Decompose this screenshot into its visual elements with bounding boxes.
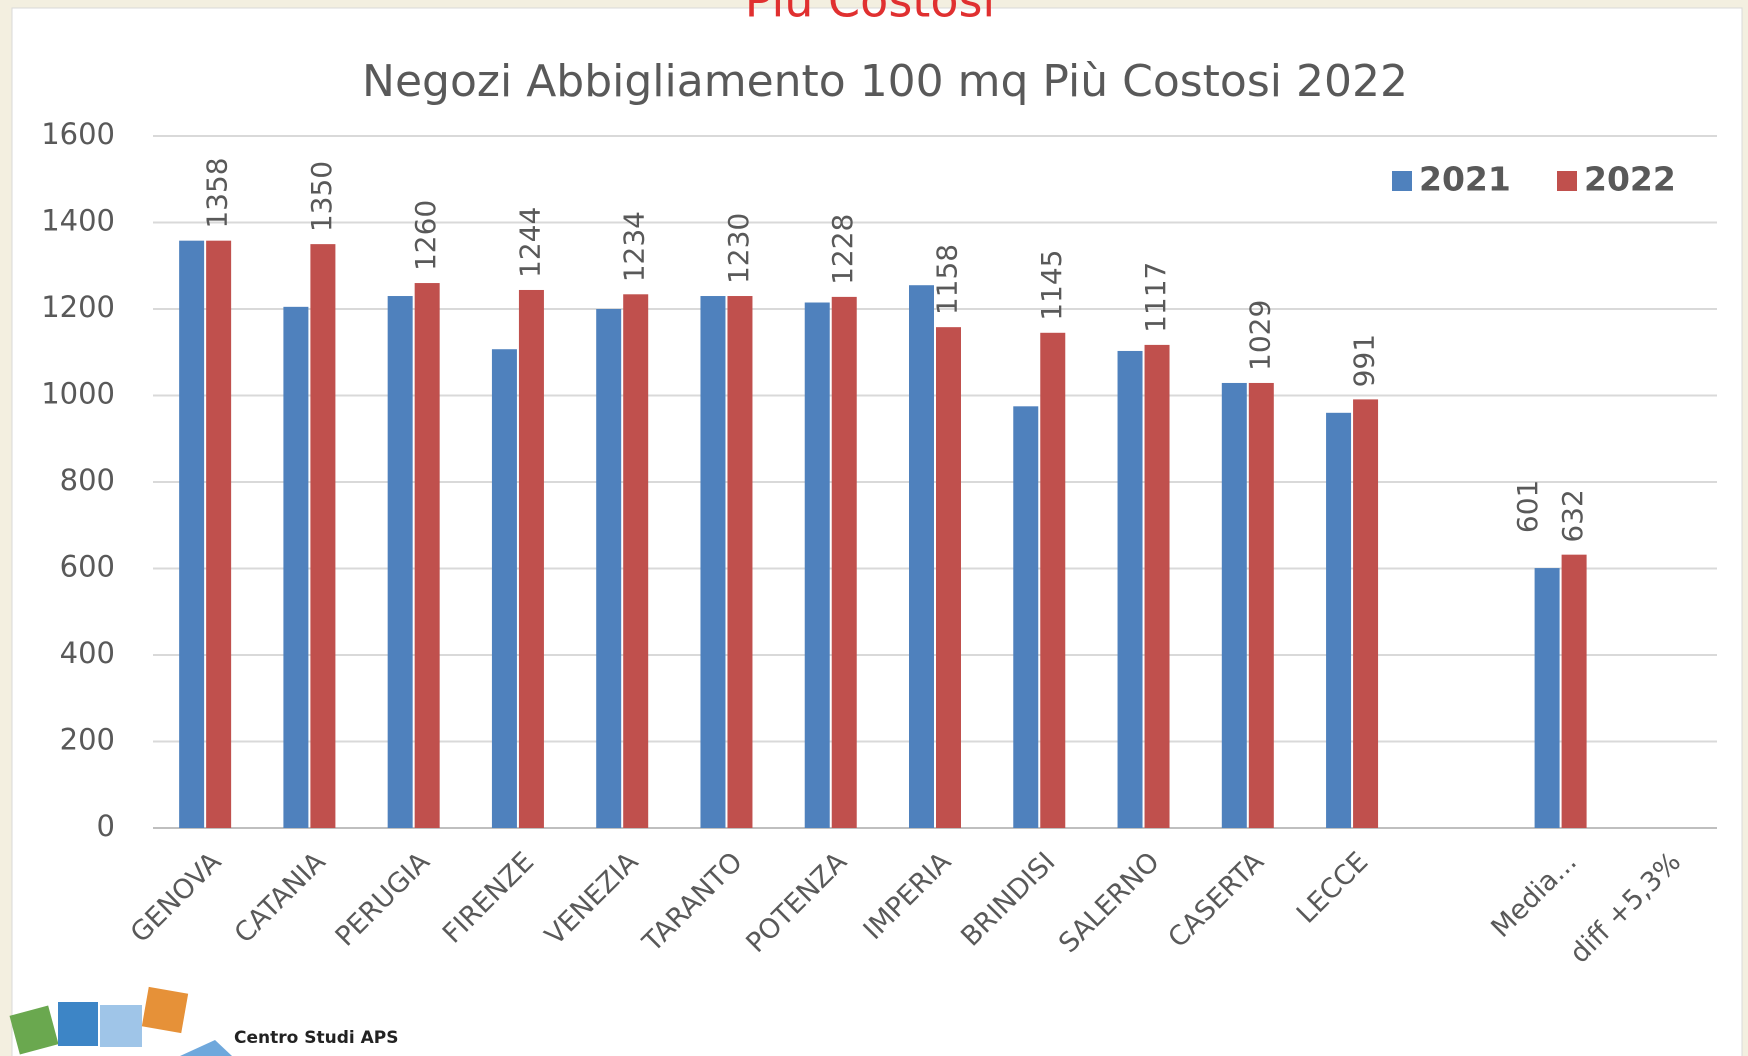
data-label: 1230 — [722, 213, 755, 284]
legend-label: 2021 — [1419, 160, 1511, 199]
data-label: 991 — [1348, 334, 1381, 387]
legend-swatch — [1557, 171, 1577, 191]
bar — [283, 306, 309, 828]
bar — [414, 283, 440, 828]
data-label: 1260 — [409, 200, 442, 271]
data-label: 1145 — [1035, 250, 1068, 321]
y-tick-label: 1000 — [41, 377, 115, 411]
bar — [936, 327, 961, 828]
bar — [1353, 399, 1379, 828]
chart-title: Negozi Abbigliamento 100 mq Più Costosi … — [362, 56, 1408, 107]
bar — [179, 240, 205, 829]
bar — [1144, 344, 1170, 828]
legend-label: 2022 — [1584, 160, 1676, 199]
bar — [1561, 554, 1587, 828]
y-tick-label: 600 — [60, 550, 115, 584]
bar — [206, 240, 232, 829]
bar — [1534, 568, 1560, 828]
bar — [596, 309, 622, 828]
y-tick-label: 1200 — [41, 290, 115, 324]
bar — [909, 285, 934, 828]
bar — [387, 296, 413, 828]
bar — [1040, 332, 1066, 828]
bar — [518, 289, 544, 829]
bar — [1117, 350, 1143, 828]
legend-swatch — [1392, 171, 1412, 191]
bar — [310, 244, 336, 828]
bar — [700, 296, 726, 828]
data-label: 1228 — [826, 214, 859, 285]
data-label: 632 — [1556, 489, 1589, 542]
bar — [491, 349, 517, 828]
data-label: 1350 — [305, 161, 338, 232]
y-tick-label: 1400 — [41, 204, 115, 238]
y-tick-label: 800 — [60, 463, 115, 497]
y-tick-label: 1600 — [41, 117, 115, 151]
y-tick-label: 400 — [60, 636, 115, 670]
bar — [1221, 382, 1247, 828]
data-label: 1358 — [201, 157, 234, 228]
bar — [727, 296, 753, 828]
bar — [1248, 382, 1274, 828]
data-label: 1117 — [1139, 262, 1172, 333]
banner: Più Costosi — [745, 0, 995, 28]
bar — [623, 294, 649, 828]
y-tick-label: 200 — [60, 723, 115, 757]
bar — [1326, 412, 1352, 828]
bar — [804, 302, 830, 828]
data-label: 601 — [1511, 480, 1544, 533]
y-tick-label: 0 — [97, 809, 115, 843]
data-label: 1234 — [618, 211, 651, 282]
logo-text: Centro Studi APS — [234, 1028, 398, 1048]
logo — [9, 986, 232, 1056]
data-label: 1244 — [513, 207, 546, 278]
bar — [1013, 406, 1039, 828]
bar — [831, 296, 857, 828]
data-label: 1029 — [1243, 300, 1276, 371]
data-label: 1158 — [931, 244, 964, 315]
